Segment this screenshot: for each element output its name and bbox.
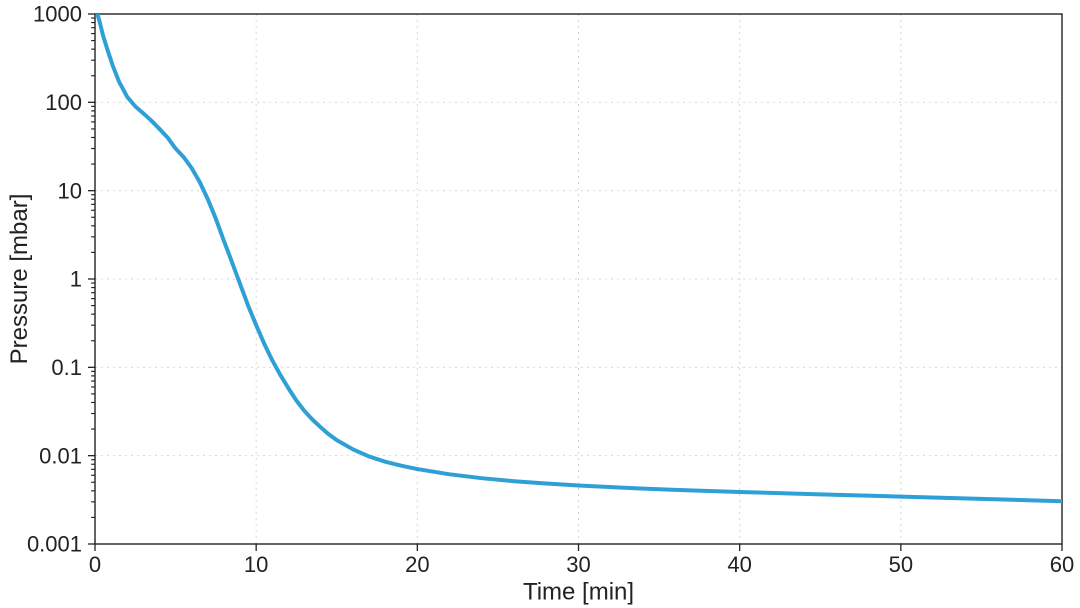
y-tick-label: 10 xyxy=(58,178,82,203)
x-tick-label: 60 xyxy=(1050,552,1074,577)
x-tick-label: 30 xyxy=(566,552,590,577)
pressure-time-chart: 0 10 20 30 40 50 60 Time [min] 0.001 0.01 0.1 1 10 10… xyxy=(0,0,1080,608)
chart-svg: 0 10 20 30 40 50 60 Time [min] 0.001 0.01 0.1 1 10 10… xyxy=(0,0,1080,608)
y-tick-label: 1000 xyxy=(33,2,82,27)
x-tick-label: 0 xyxy=(89,552,101,577)
y-tick-label: 1 xyxy=(70,267,82,292)
x-axis-label: Time [min] xyxy=(523,579,634,606)
x-tick-label: 50 xyxy=(889,552,913,577)
y-axis-label: Pressure [mbar] xyxy=(6,194,33,365)
x-tick-label: 40 xyxy=(727,552,751,577)
x-tick-label: 10 xyxy=(244,552,268,577)
y-tick-label: 0.001 xyxy=(27,532,82,557)
y-tick-label: 0.01 xyxy=(39,443,82,468)
x-tick-label: 20 xyxy=(405,552,429,577)
y-tick-label: 100 xyxy=(45,90,82,115)
y-tick-label: 0.1 xyxy=(51,355,82,380)
